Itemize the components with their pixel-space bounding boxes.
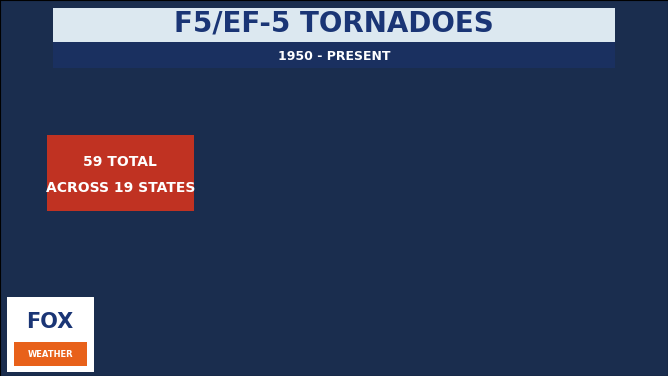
Text: WEATHER: WEATHER — [27, 350, 73, 359]
Text: ACROSS 19 STATES: ACROSS 19 STATES — [45, 181, 195, 195]
Bar — [53, 42, 615, 68]
Text: F5/EF-5 TORNADOES: F5/EF-5 TORNADOES — [174, 10, 494, 38]
Bar — [53, 8, 615, 42]
Text: 1950 - PRESENT: 1950 - PRESENT — [278, 50, 390, 63]
FancyBboxPatch shape — [44, 134, 196, 212]
Text: FOX: FOX — [27, 312, 73, 332]
FancyBboxPatch shape — [5, 296, 96, 374]
Text: 59 TOTAL: 59 TOTAL — [84, 155, 157, 169]
Bar — [13, 342, 87, 366]
